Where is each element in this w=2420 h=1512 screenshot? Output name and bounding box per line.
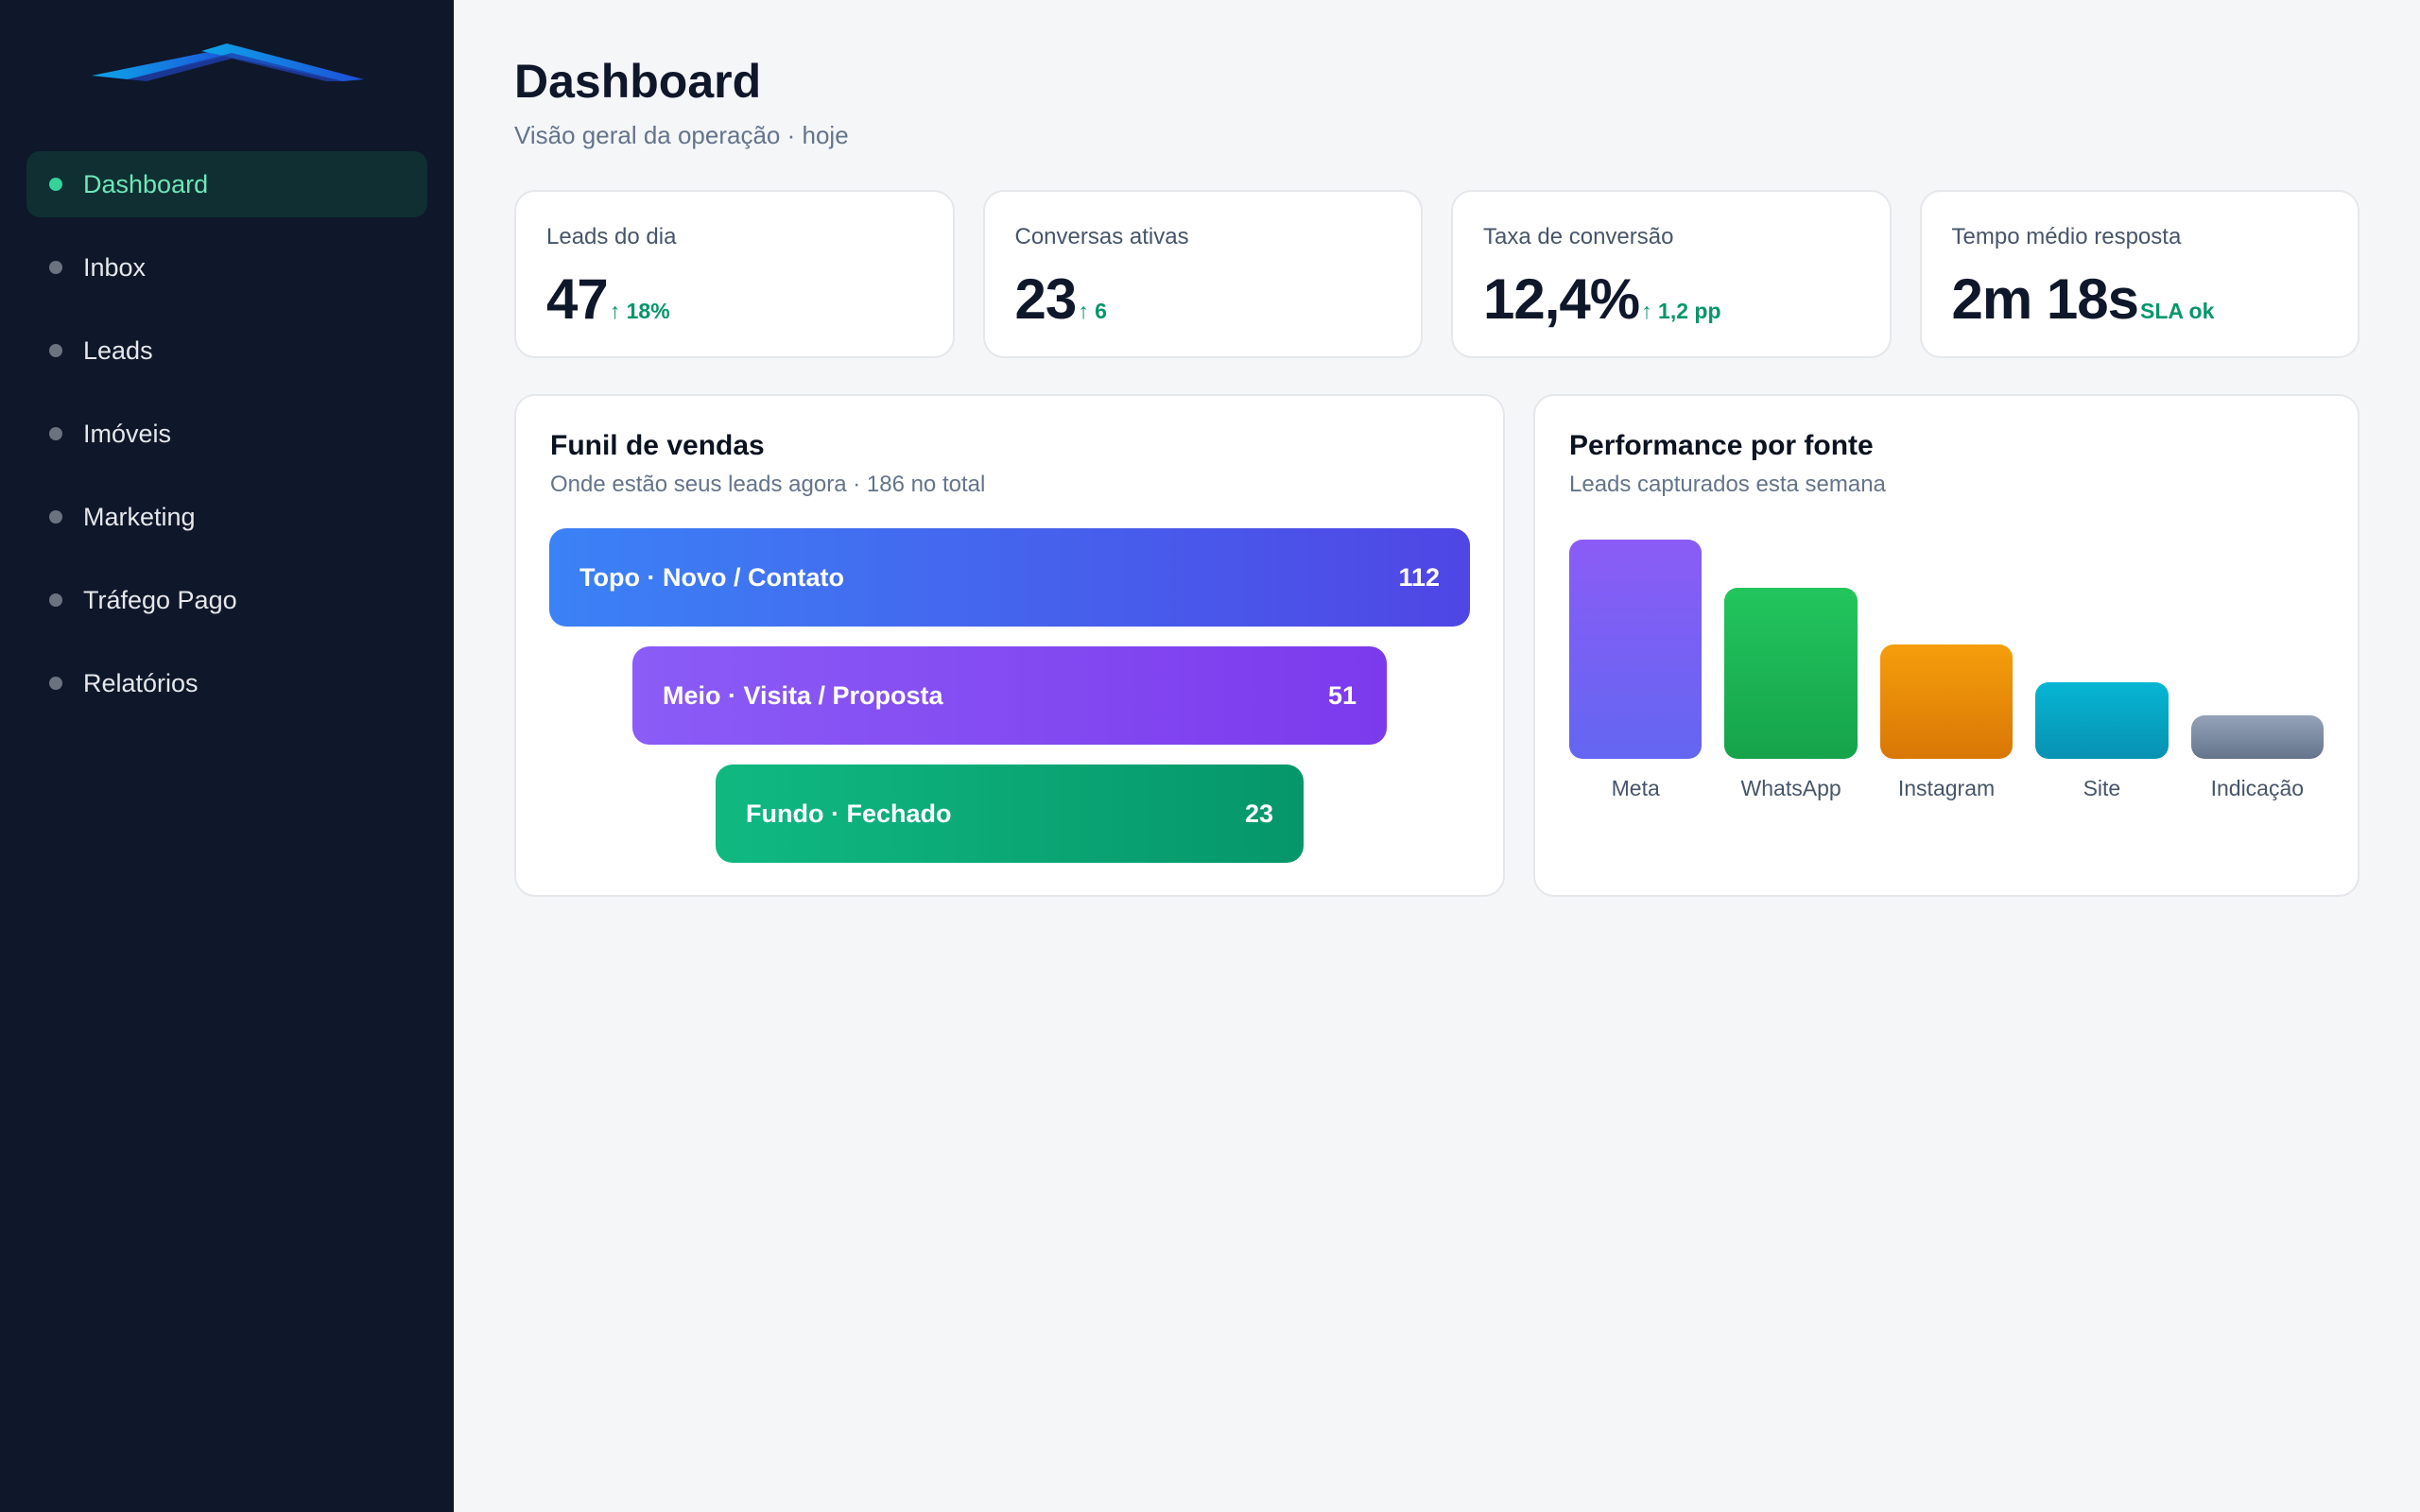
bar[interactable]: [2190, 715, 2325, 759]
kpi-delta: ↑ 6: [1078, 299, 1107, 323]
bar-chart: Meta WhatsApp Instagram Site Indicação: [1569, 540, 2325, 804]
page-title: Dashboard: [514, 55, 762, 108]
funnel-list: Topo · Novo / Contato 112 Meio · Visita …: [549, 528, 1470, 863]
bar-label: Site: [2083, 776, 2121, 800]
kpi-card-conversas: Conversas ativas 23 ↑ 6: [982, 190, 1423, 358]
performance-panel: Performance por fonte Leads capturados e…: [1533, 394, 2360, 897]
funnel-stage-label: Fundo · Fechado: [746, 799, 952, 828]
panel-title: Performance por fonte: [1569, 430, 1874, 461]
bar-column: Meta: [1569, 540, 1703, 804]
kpi-card-conversao: Taxa de conversão 12,4% ↑ 1,2 pp: [1451, 190, 1892, 358]
funnel-stage-value: 112: [1398, 562, 1440, 592]
kpi-label: Taxa de conversão: [1483, 224, 1674, 249]
bar[interactable]: [1879, 644, 2014, 759]
sidebar-item-label: Tráfego Pago: [83, 585, 237, 614]
bar-column: Site: [2035, 540, 2169, 804]
kpi-card-leads: Leads do dia 47 ↑ 18%: [514, 190, 955, 358]
sidebar-item-label: Marketing: [83, 502, 196, 531]
dot-icon: [49, 593, 62, 607]
dot-icon: [49, 178, 62, 191]
bar-label: Instagram: [1897, 776, 1996, 800]
sidebar-item-leads[interactable]: Leads: [26, 318, 427, 384]
sidebar-item-label: Inbox: [83, 252, 147, 282]
panel-row: Funil de vendas Onde estão seus leads ag…: [514, 394, 2360, 897]
sidebar-nav: Dashboard Inbox Leads Imóveis Marketing …: [26, 151, 427, 716]
bar-column: WhatsApp: [1724, 540, 1858, 804]
dot-icon: [49, 677, 62, 690]
funnel-stage-label: Topo · Novo / Contato: [579, 562, 844, 592]
bar[interactable]: [1724, 588, 1858, 759]
bar-column: Indicação: [2190, 540, 2325, 804]
kpi-delta: ↑ 1,2 pp: [1641, 299, 1721, 323]
logo: [26, 38, 427, 113]
bar-label: Indicação: [2210, 776, 2305, 800]
sidebar-item-inbox[interactable]: Inbox: [26, 234, 427, 301]
sidebar-item-dashboard[interactable]: Dashboard: [26, 151, 427, 217]
kpi-row: Leads do dia 47 ↑ 18% Conversas ativas 2…: [514, 190, 2360, 358]
kpi-card-tempo-resposta: Tempo médio resposta 2m 18s SLA ok: [1919, 190, 2360, 358]
funnel-stage-value: 23: [1244, 799, 1273, 828]
bar-label: Meta: [1611, 776, 1660, 800]
funnel-stage-topo[interactable]: Topo · Novo / Contato 112: [549, 528, 1470, 627]
funnel-stage-meio[interactable]: Meio · Visita / Proposta 51: [632, 646, 1387, 745]
kpi-label: Tempo médio resposta: [1951, 224, 2182, 249]
funnel-panel: Funil de vendas Onde estão seus leads ag…: [514, 394, 1505, 897]
bar-column: Instagram: [1879, 540, 2014, 804]
bar[interactable]: [1569, 540, 1703, 759]
kpi-value: 12,4%: [1483, 267, 1640, 331]
sidebar-item-relatorios[interactable]: Relatórios: [26, 650, 427, 716]
bar[interactable]: [2035, 682, 2169, 759]
kpi-delta: ↑ 18%: [609, 299, 670, 323]
panel-subtitle: Onde estão seus leads agora · 186 no tot…: [550, 472, 986, 497]
kpi-delta: SLA ok: [2140, 299, 2215, 323]
roof-logo-icon: [92, 43, 364, 81]
dot-icon: [49, 510, 62, 524]
page-subtitle: Visão geral da operação · hoje: [514, 121, 849, 149]
kpi-label: Conversas ativas: [1014, 224, 1189, 249]
funnel-stage-label: Meio · Visita / Proposta: [663, 680, 943, 710]
bar-label: WhatsApp: [1740, 776, 1841, 800]
sidebar-item-label: Dashboard: [83, 169, 209, 198]
kpi-value: 2m 18s: [1951, 267, 2139, 331]
sidebar: Dashboard Inbox Leads Imóveis Marketing …: [0, 0, 454, 1512]
sidebar-item-marketing[interactable]: Marketing: [26, 484, 427, 550]
panel-title: Funil de vendas: [550, 430, 765, 461]
kpi-value: 23: [1014, 267, 1078, 331]
funnel-stage-fundo[interactable]: Fundo · Fechado 23: [716, 765, 1304, 863]
dot-icon: [49, 261, 62, 274]
sidebar-item-trafego-pago[interactable]: Tráfego Pago: [26, 567, 427, 633]
kpi-label: Leads do dia: [546, 224, 677, 249]
dot-icon: [49, 427, 62, 440]
sidebar-item-label: Leads: [83, 335, 153, 365]
funnel-stage-value: 51: [1327, 680, 1357, 710]
sidebar-item-imoveis[interactable]: Imóveis: [26, 401, 427, 467]
panel-subtitle: Leads capturados esta semana: [1569, 472, 1886, 497]
main-content: Dashboard Visão geral da operação · hoje…: [454, 0, 2420, 1512]
sidebar-item-label: Imóveis: [83, 419, 172, 448]
sidebar-item-label: Relatórios: [83, 668, 199, 697]
kpi-value: 47: [546, 267, 609, 331]
dot-icon: [49, 344, 62, 357]
